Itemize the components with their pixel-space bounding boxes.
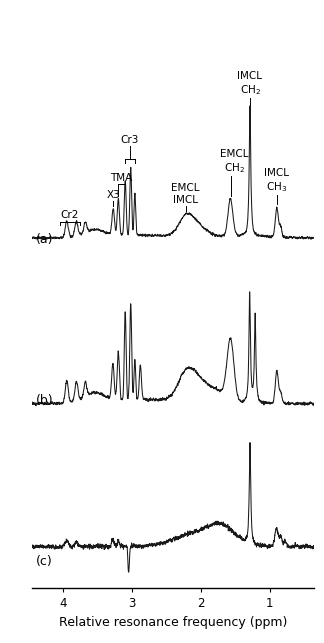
Text: EMCL
IMCL: EMCL IMCL	[171, 183, 200, 205]
Text: (a): (a)	[36, 233, 53, 246]
Text: TMA: TMA	[110, 173, 132, 183]
X-axis label: Relative resonance frequency (ppm): Relative resonance frequency (ppm)	[59, 616, 287, 629]
Text: Cr2: Cr2	[61, 210, 79, 221]
Text: (b): (b)	[36, 394, 53, 407]
Text: IMCL
CH$_3$: IMCL CH$_3$	[264, 168, 289, 194]
Text: IMCL
CH$_2$: IMCL CH$_2$	[237, 71, 262, 96]
Text: X3: X3	[106, 190, 120, 200]
Text: (c): (c)	[36, 555, 52, 568]
Text: EMCL
CH$_2$: EMCL CH$_2$	[220, 149, 249, 175]
Text: Cr3: Cr3	[121, 134, 139, 145]
